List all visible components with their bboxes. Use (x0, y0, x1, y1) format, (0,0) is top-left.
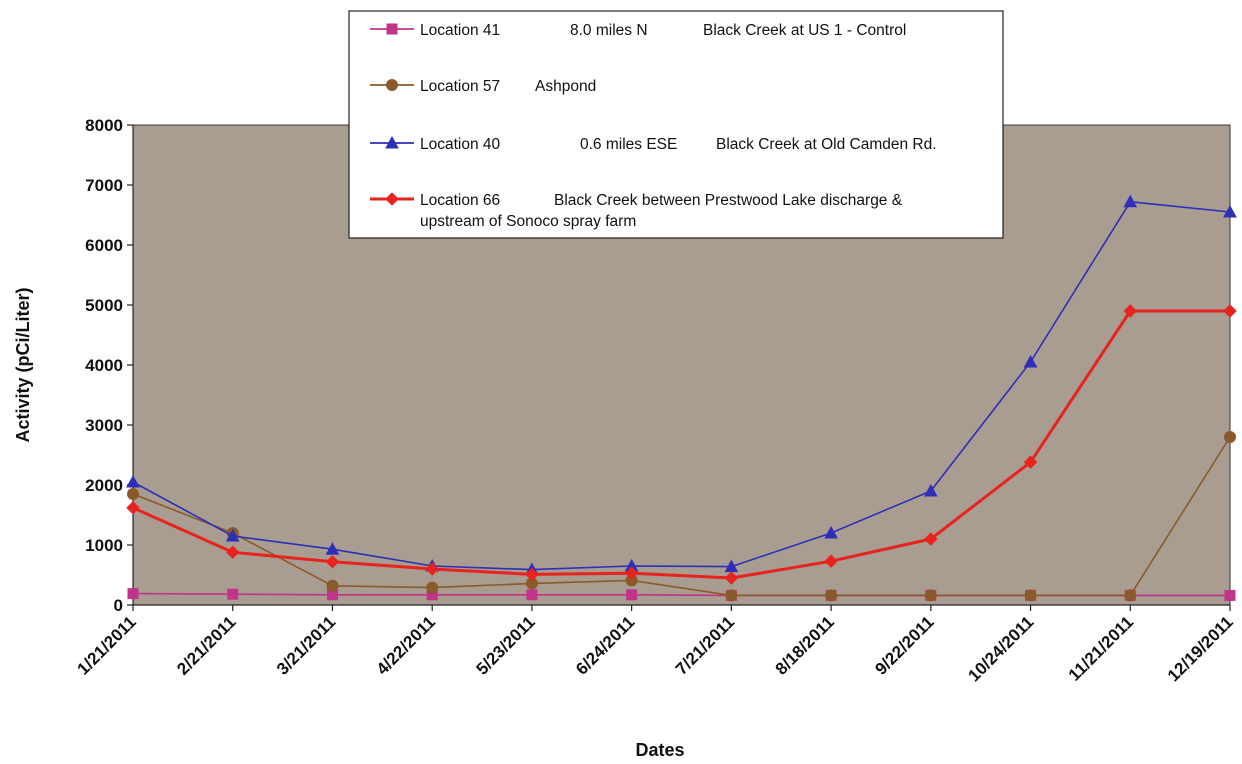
x-axis: 1/21/2011 2/21/2011 3/21/2011 4/22/2011 5/23… (74, 604, 1237, 685)
legend-marker (385, 135, 399, 149)
y-axis: 0 1000 2000 3000 4000 5000 6000 7000 8000 (85, 116, 134, 615)
series-line (132, 309, 1230, 580)
data-point (1224, 431, 1236, 443)
data-point (626, 589, 638, 601)
series-4 (126, 304, 1237, 585)
data-point (725, 589, 738, 602)
data-point (226, 545, 240, 559)
legend-label: upstream of Sonoco spray farm (420, 213, 636, 230)
data-point (127, 588, 139, 600)
data-point (824, 554, 838, 568)
legend-label: Black Creek between Prestwood Lake disch… (554, 192, 903, 209)
data-point (1123, 304, 1137, 318)
y-tick-label: 2000 (85, 476, 123, 495)
series-2 (127, 431, 1236, 602)
data-point (923, 483, 938, 497)
legend-label: Location 57 (420, 78, 500, 95)
x-axis-title: Dates (635, 740, 684, 760)
legend-label: Location 66 (420, 192, 500, 209)
y-tick-label: 7000 (85, 176, 123, 195)
y-axis-title: Activity (pCi/Liter) (13, 287, 33, 442)
data-point (1023, 455, 1038, 469)
x-tick-label: 6/24/2011 (572, 612, 638, 678)
legend-label: Black Creek at US 1 - Control (703, 22, 906, 39)
y-tick-label: 3000 (85, 416, 123, 435)
data-point (127, 488, 139, 500)
data-point (825, 589, 838, 602)
legend-marker (386, 23, 398, 35)
y-tick-label: 6000 (85, 236, 123, 255)
data-point (1024, 589, 1037, 602)
y-tick-label: 5000 (85, 296, 123, 315)
x-tick-label: 11/21/2011 (1065, 612, 1137, 684)
legend-label: 8.0 miles N (570, 22, 648, 39)
data-point (225, 528, 240, 542)
x-tick-label: 10/24/2011 (964, 612, 1037, 685)
data-point (1124, 589, 1137, 602)
y-tick-label: 0 (114, 596, 123, 615)
data-point (326, 579, 339, 592)
x-tick-label: 4/22/2011 (373, 612, 439, 678)
data-point (525, 567, 539, 582)
x-tick-label: 1/21/2011 (74, 612, 140, 678)
legend-item-1: Location 41 8.0 miles N Black Creek at US … (370, 22, 906, 39)
data-point (426, 581, 439, 594)
series-line (132, 436, 1231, 597)
x-tick-label: 9/22/2011 (871, 612, 937, 678)
data-point (624, 566, 639, 580)
y-tick-label: 8000 (85, 116, 123, 135)
legend-marker (386, 79, 398, 91)
y-tick-label: 4000 (85, 356, 123, 375)
data-point (1023, 354, 1038, 368)
legend-label: 0.6 miles ESE (580, 136, 677, 153)
legend-label: Ashpond (535, 78, 596, 95)
x-tick-label: 12/19/2011 (1164, 612, 1237, 685)
x-tick-label: 8/18/2011 (772, 612, 838, 678)
x-tick-label: 5/23/2011 (472, 612, 538, 678)
legend: Location 41 8.0 miles N Black Creek at US … (348, 10, 1004, 239)
data-point (824, 525, 838, 539)
x-tick-label: 3/21/2011 (273, 612, 339, 678)
x-tick-label: 2/21/2011 (173, 612, 239, 678)
data-point (126, 501, 140, 515)
y-tick-label: 1000 (85, 536, 123, 555)
data-point (526, 589, 538, 601)
legend-item-3: Location 40 0.6 miles ESE Black Creek at O… (370, 135, 937, 153)
data-point (126, 474, 140, 488)
legend-marker (385, 192, 399, 206)
series-layer (126, 194, 1237, 602)
legend-label: Black Creek at Old Camden Rd. (716, 136, 937, 153)
data-point (325, 555, 340, 569)
data-point (1223, 304, 1237, 318)
data-point (1123, 194, 1138, 208)
data-point (227, 588, 239, 600)
data-point (924, 532, 938, 546)
legend-box (348, 10, 1004, 239)
data-point (924, 589, 937, 602)
series-line (132, 201, 1231, 571)
data-point (325, 542, 340, 555)
data-point (425, 562, 439, 576)
legend-label: Location 41 (420, 22, 500, 39)
x-tick-label: 7/21/2011 (672, 612, 738, 678)
legend-item-4: Location 66 Black Creek between Prestwood… (370, 192, 903, 230)
legend-item-2: Location 57 Ashpond (370, 78, 596, 95)
data-point (1223, 204, 1237, 218)
data-point (1224, 589, 1236, 601)
legend-label: Location 40 (420, 136, 501, 153)
data-point (724, 571, 739, 585)
